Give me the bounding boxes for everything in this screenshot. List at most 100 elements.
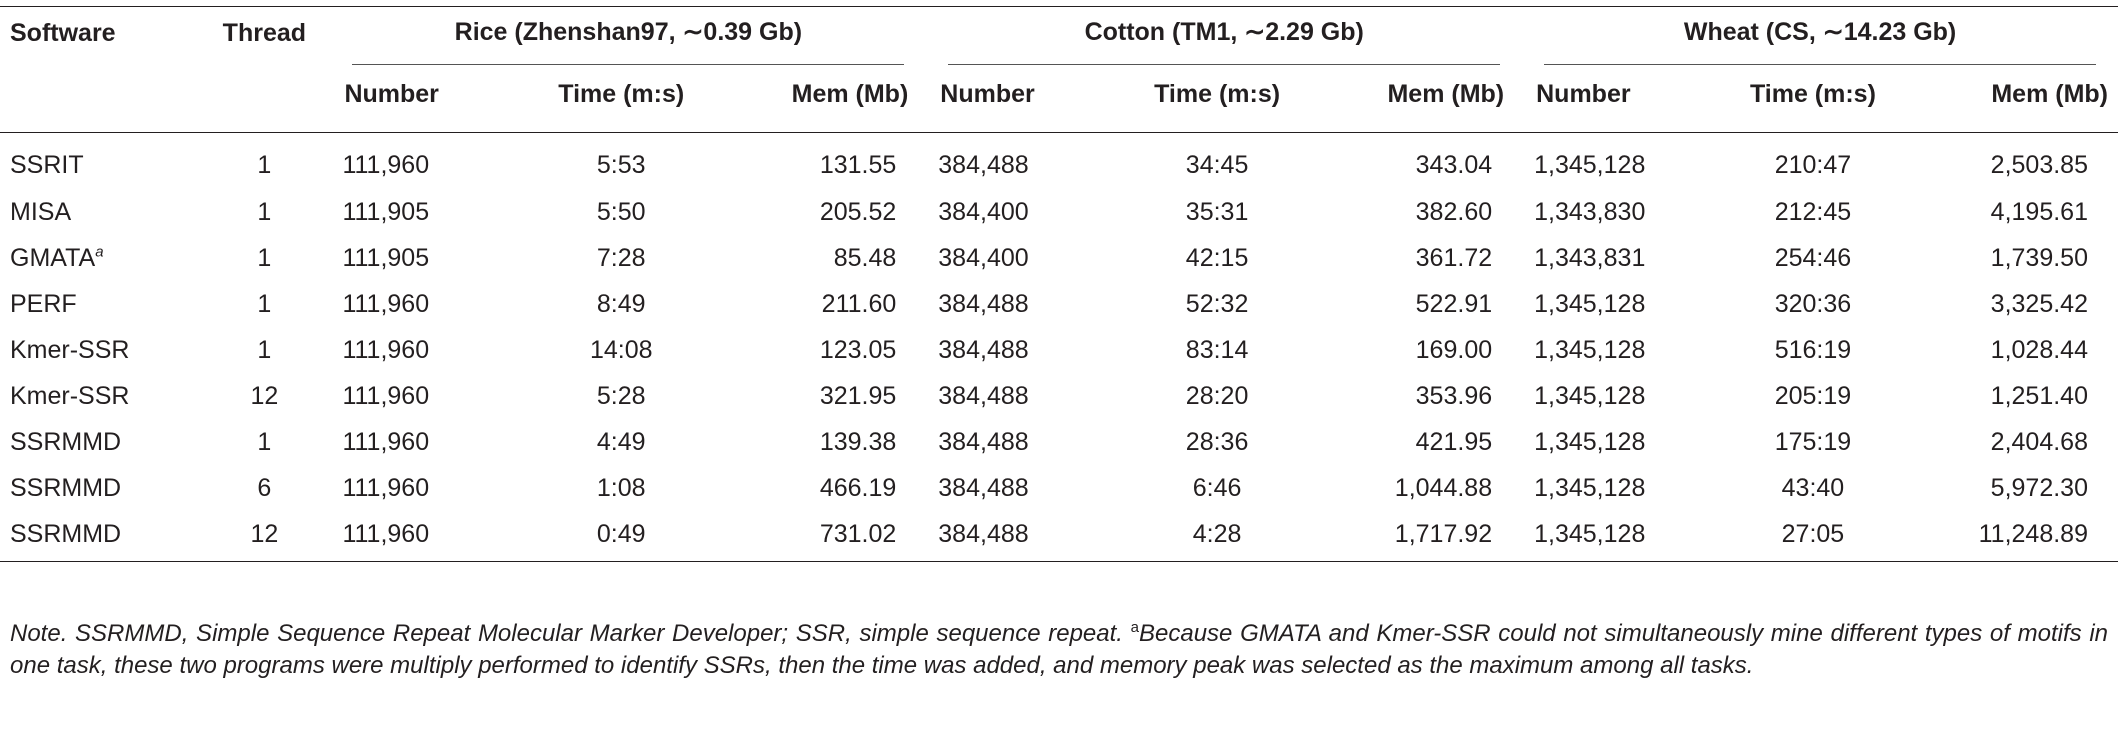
wheat-time-header: Time (m:s) [1711,57,1915,133]
cell-wheat-mem: 5,972.30 [1990,473,2088,502]
cell-thread: 1 [257,243,272,272]
cell-rice-time: 8:49 [596,289,646,318]
cell-cotton-number: 384,400 [938,197,1029,226]
cell-thread: 6 [257,473,272,502]
group-rule-cotton [948,64,1501,65]
group-header-rice-label: Rice (Zhenshan97, ∼0.39 Gb) [454,18,803,46]
cell-cotton-number: 384,488 [938,289,1029,318]
cell-cotton-time: 35:31 [1185,197,1249,226]
cell-thread: 1 [257,289,272,318]
group-rule-wheat [1544,64,2096,65]
cell-thread: 12 [198,511,331,562]
group-header-rice: Rice (Zhenshan97, ∼0.39 Gb) [330,7,926,65]
cell-cotton-number: 384,488 [926,511,1116,562]
cell-cotton-time: 6:46 [1192,473,1242,502]
cell-cotton-mem: 421.95 [1415,427,1493,456]
cell-wheat-number: 1,345,128 [1534,381,1646,410]
cell-rice-time: 7:28 [596,243,646,272]
cell-cotton-mem: 361.72 [1415,243,1493,272]
cell-cotton-number: 384,488 [938,473,1029,502]
software-name: MISA [10,197,72,226]
cell-wheat-time: 205:19 [1774,381,1852,410]
cell-rice-time: 14:08 [589,335,653,364]
group-rule-rice [352,64,905,65]
cell-rice-mem: 466.19 [819,473,897,502]
header-row: Software Thread Rice (Zhenshan97, ∼0.39 … [0,6,2118,133]
cotton-number-header: Number [926,57,1116,133]
cell-rice-number: 111,960 [330,511,520,562]
cell-cotton-mem: 522.91 [1415,289,1493,318]
cell-cotton-time: 28:20 [1185,381,1249,410]
cell-rice-mem: 731.02 [722,511,927,562]
cell-rice-number: 111,960 [342,289,430,318]
software-name: GMATA [10,243,96,272]
footnote-mark: a [1130,619,1139,636]
cell-cotton-mem: 382.60 [1415,197,1493,226]
cell-software: SSRMMD [0,511,199,562]
cell-wheat-time: 175:19 [1774,427,1852,456]
table-row: PERF 1 111,960 8:49 211.60 384,488 52:32 522.91… [0,281,2118,327]
group-header-wheat-label: Wheat (CS, ∼14.23 Gb) [1683,18,1957,46]
cell-wheat-mem: 2,503.85 [1990,150,2088,179]
cell-rice-number: 111,960 [342,150,430,179]
rice-number-header: Number [330,57,520,133]
cell-wheat-mem: 4,195.61 [1990,197,2088,226]
cell-wheat-number: 1,343,830 [1534,197,1646,226]
table-row: SSRMMD 6 111,960 1:08 466.19 384,488 6:46 1,044… [0,465,2118,511]
cell-wheat-mem: 1,028.44 [1990,335,2088,364]
table-row: SSRMMD 12 111,960 0:49 731.02 384,488 4:28 1,71… [0,511,2118,562]
cell-rice-mem: 123.05 [819,335,897,364]
table-row: Kmer-SSR 1 111,960 14:08 123.05 384,488 83:14 1… [0,327,2118,373]
cell-wheat-mem: 2,404.68 [1990,427,2088,456]
cell-rice-mem: 131.55 [819,150,897,179]
benchmark-table: Software Thread Rice (Zhenshan97, ∼0.39 … [0,6,2118,562]
cell-wheat-number: 1,345,128 [1534,150,1646,179]
cell-software: SSRMMD [0,465,198,511]
cell-cotton-number: 384,488 [938,150,1029,179]
cell-rice-time: 5:28 [596,381,646,410]
table-row: SSRIT 1 111,960 5:53 131.55 384,488 34:45 343.0… [0,133,2118,190]
rice-mem-header: Mem (Mb) [722,57,927,133]
cell-wheat-time: 27:05 [1711,511,1915,562]
footnote-text: Because GMATA and Kmer-SSR could not sim… [10,620,2108,679]
software-name: SSRMMD [10,427,122,456]
table-footnote: Note. SSRMMD, Simple Sequence Repeat Mol… [10,618,2108,682]
table-row: SSRMMD 1 111,960 4:49 139.38 384,488 28:36 421.… [0,419,2118,465]
cell-rice-mem: 205.52 [819,197,897,226]
cell-rice-time: 0:49 [519,511,723,562]
cell-thread: 1 [257,427,272,456]
cell-wheat-time: 254:46 [1774,243,1852,272]
group-header-cotton-label: Cotton (TM1, ∼2.29 Gb) [1084,18,1364,46]
cell-wheat-mem: 3,325.42 [1990,289,2088,318]
wheat-number-header: Number [1522,57,1712,133]
table-body: SSRIT 1 111,960 5:53 131.55 384,488 34:45 343.0… [0,133,2118,562]
cell-rice-time: 5:53 [596,150,646,179]
footnote-lead: Note. SSRMMD, Simple Sequence Repeat Mol… [10,620,1131,647]
cell-rice-mem: 85.48 [833,243,897,272]
software-name: SSRMMD [10,519,122,548]
table-row: Kmer-SSR 12 111,960 5:28 321.95 384,488 28:20 3… [0,373,2118,419]
cell-thread: 1 [257,150,272,179]
cell-wheat-mem: 1,251.40 [1990,381,2088,410]
cell-rice-time: 4:49 [596,427,646,456]
table-row: MISA 1 111,905 5:50 205.52 384,400 35:31 382.60… [0,189,2118,235]
cell-rice-number: 111,960 [342,381,430,410]
cell-thread: 1 [257,197,272,226]
cell-cotton-number: 384,400 [938,243,1029,272]
cell-cotton-time: 34:45 [1185,150,1249,179]
software-name: SSRIT [10,150,84,179]
software-name: Kmer-SSR [10,381,130,410]
table-row: GMATAa 1 111,905 7:28 85.48 384,400 42:15 361.7… [0,235,2118,281]
cell-wheat-number: 1,345,128 [1534,427,1646,456]
cell-software: Kmer-SSR [0,373,198,419]
cell-cotton-time: 4:28 [1115,511,1319,562]
cell-wheat-number: 1,345,128 [1534,289,1646,318]
cell-rice-number: 111,905 [342,197,430,226]
cell-rice-number: 111,905 [342,243,430,272]
cell-rice-mem: 139.38 [819,427,897,456]
col-thread-header: Thread [198,6,331,133]
subheader-row: Number Time (m:s) Mem (Mb) Number Time (… [0,57,2118,133]
cell-software: Kmer-SSR [0,327,198,373]
cell-wheat-number: 1,343,831 [1534,243,1646,272]
